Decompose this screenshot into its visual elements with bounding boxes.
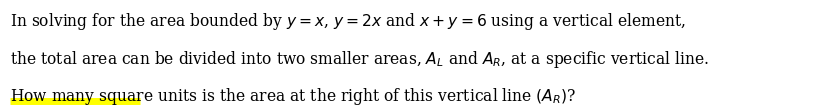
Text: How many square units is the area at the right of this vertical line $(A_R)$?: How many square units is the area at the… <box>10 85 576 106</box>
Text: the total area can be divided into two smaller areas, $A_L$ and $A_R$, at a spec: the total area can be divided into two s… <box>10 48 709 69</box>
Text: In solving for the area bounded by $y = x$, $y = 2x$ and $x + y = 6$ using a ver: In solving for the area bounded by $y = … <box>10 11 686 32</box>
